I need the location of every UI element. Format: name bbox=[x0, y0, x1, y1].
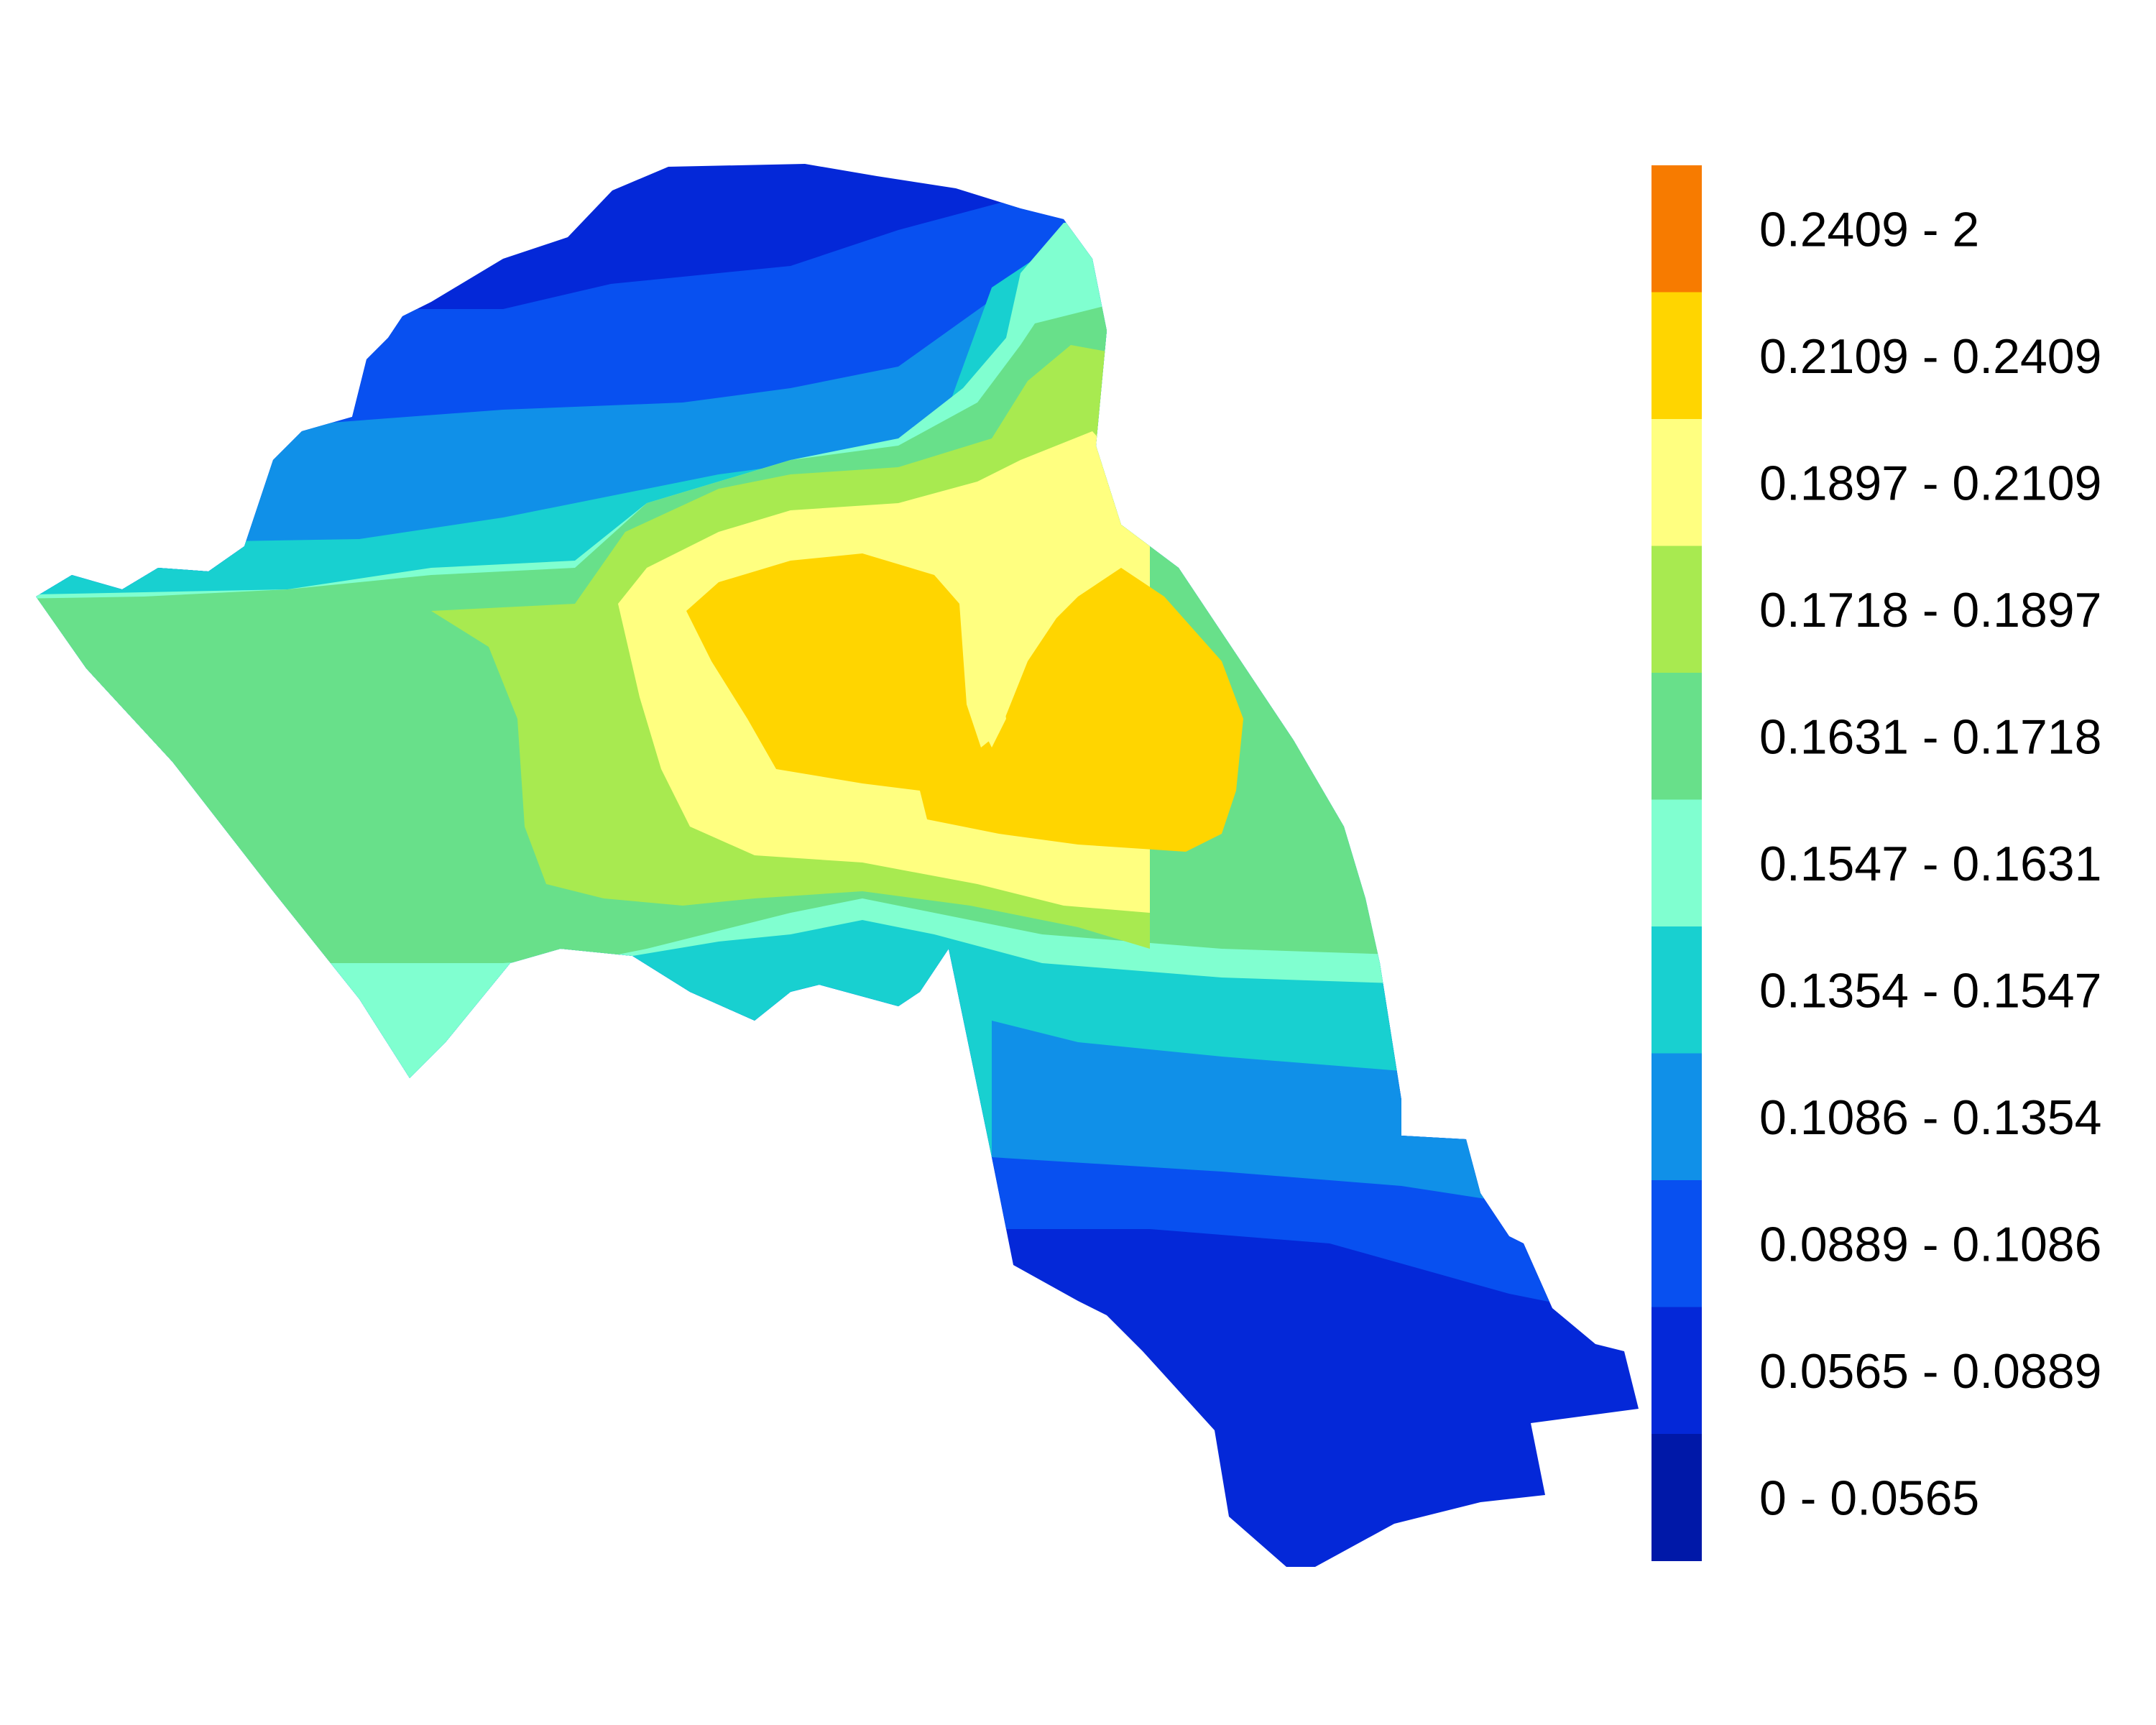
legend-label: 0.1631 - 0.1718 bbox=[1759, 709, 2101, 764]
legend-swatch bbox=[1651, 546, 1702, 673]
legend-label: 0 - 0.0565 bbox=[1759, 1471, 1979, 1525]
legend-label: 0.1718 - 0.1897 bbox=[1759, 583, 2101, 638]
map-region bbox=[0, 0, 1725, 1725]
legend-label: 0.1897 - 0.2109 bbox=[1759, 456, 2101, 510]
legend-label: 0.0889 - 0.1086 bbox=[1759, 1217, 2101, 1271]
legend-swatch bbox=[1651, 1434, 1702, 1561]
legend-swatch bbox=[1651, 293, 1702, 420]
legend-label: 0.0565 - 0.0889 bbox=[1759, 1344, 2101, 1399]
legend-label: 0.2109 - 0.2409 bbox=[1759, 329, 2101, 384]
legend-swatch bbox=[1651, 926, 1702, 1054]
legend-label: 0.1354 - 0.1547 bbox=[1759, 963, 2101, 1018]
legend-swatch bbox=[1651, 673, 1702, 800]
legend-swatch bbox=[1651, 1307, 1702, 1435]
legend-swatch bbox=[1651, 165, 1702, 293]
legend-label: 0.1547 - 0.1631 bbox=[1759, 837, 2101, 891]
legend-swatch bbox=[1651, 419, 1702, 546]
legend-swatch bbox=[1651, 1180, 1702, 1307]
legend-swatch bbox=[1651, 1054, 1702, 1181]
legend-swatch bbox=[1651, 800, 1702, 927]
legend-label: 0.2409 - 2 bbox=[1759, 202, 1979, 257]
legend: 0.2409 - 2 0.2109 - 0.2409 0.1897 - 0.2109… bbox=[1651, 165, 2101, 1561]
legend-label: 0.1086 - 0.1354 bbox=[1759, 1090, 2101, 1145]
